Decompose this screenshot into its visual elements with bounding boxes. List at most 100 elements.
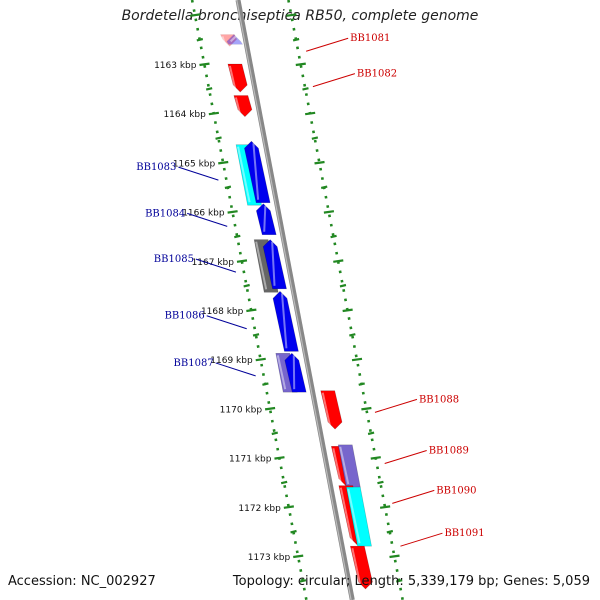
- minor-tick: [224, 185, 232, 190]
- major-tick: [361, 406, 372, 411]
- minor-tick: [292, 37, 300, 42]
- gene-shading: [339, 446, 350, 485]
- gene-label[interactable]: BB1089: [429, 446, 469, 457]
- gene-label[interactable]: BB1085: [154, 254, 194, 265]
- gene-block-blue: [255, 203, 277, 236]
- backbone-layer: [235, 0, 355, 600]
- major-tick: [295, 62, 306, 67]
- gene-shading: [332, 448, 342, 483]
- minor-tick: [311, 136, 319, 140]
- map-title: Bordetella bronchiseptica RB50, complete…: [121, 8, 479, 24]
- sequence-backbone-highlight: [236, 0, 352, 600]
- gene-shading: [347, 488, 361, 544]
- minor-tick: [358, 382, 365, 386]
- minor-tick: [339, 283, 347, 288]
- gene-block-red: [219, 34, 238, 47]
- major-tick: [274, 456, 285, 460]
- minor-tick: [299, 579, 307, 583]
- tick-label: 1167 kbp: [192, 258, 235, 268]
- minor-tick: [280, 480, 288, 485]
- major-tick: [227, 210, 238, 214]
- major-tick: [264, 406, 276, 411]
- minor-tick: [367, 431, 375, 436]
- gene-block-red: [233, 95, 253, 118]
- major-tick: [286, 13, 297, 17]
- gene-label-leader: [384, 450, 427, 464]
- gene-shading: [229, 35, 237, 43]
- gene-label-leader: [400, 532, 443, 547]
- tick-label: 1170 kbp: [220, 405, 263, 415]
- major-tick: [255, 357, 266, 362]
- minor-tick: [395, 579, 403, 583]
- minor-tick: [290, 529, 297, 534]
- gene-label[interactable]: BB1083: [136, 162, 176, 173]
- minor-tick: [330, 234, 337, 239]
- gene-block-blue: [272, 290, 299, 352]
- gene-label-leader: [392, 489, 435, 504]
- gene-label-leader: [195, 258, 237, 273]
- tick-label-layer: 1163 kbp 1164 kbp 1165 kbp 1166 kbp 1167 kbp…: [154, 61, 290, 563]
- gene-shading: [321, 392, 332, 427]
- gene-label-leader: [374, 398, 418, 413]
- gene-label-leader: [306, 37, 349, 52]
- tick-label: 1165 kbp: [173, 159, 216, 169]
- gene-label[interactable]: BB1090: [436, 485, 476, 496]
- ruler-layer: [189, 0, 404, 600]
- gene-shading: [339, 487, 354, 542]
- gene-block-blue: [226, 34, 244, 45]
- gene-block-blue: [244, 140, 271, 204]
- gene-block-blue: [262, 239, 287, 290]
- gene-label[interactable]: BB1088: [419, 394, 459, 405]
- minor-tick: [349, 333, 356, 337]
- tick-label: 1166 kbp: [182, 209, 225, 219]
- gene-label-leader: [312, 73, 356, 88]
- gene-label[interactable]: BB1091: [444, 528, 484, 539]
- gene-shading: [237, 146, 251, 203]
- gene-block-red: [320, 390, 343, 430]
- major-tick: [351, 357, 363, 362]
- major-tick: [218, 160, 229, 165]
- major-tick: [323, 210, 335, 214]
- major-tick: [305, 111, 316, 116]
- gene-label-layer: BB1081 BB1082 BB1083 BB1084 BB1085 BB1086 BB10…: [136, 33, 485, 547]
- gene-block-red: [349, 545, 373, 590]
- major-tick: [342, 308, 353, 313]
- right-ruler-line: [287, 0, 404, 600]
- minor-tick: [205, 87, 213, 91]
- major-tick: [389, 554, 400, 559]
- major-tick: [199, 62, 210, 67]
- gene-label[interactable]: BB1084: [145, 208, 185, 219]
- minor-tick: [377, 480, 384, 485]
- gene-shading: [234, 97, 241, 114]
- tick-label: 1164 kbp: [163, 110, 206, 120]
- accession-text: Accession: NC_002927: [8, 574, 156, 589]
- gene-label-leader: [187, 212, 228, 227]
- gene-label[interactable]: BB1087: [174, 358, 214, 369]
- minor-tick: [234, 234, 241, 239]
- major-tick: [379, 505, 391, 509]
- gene-label-leader: [206, 315, 247, 330]
- gene-label-leader: [215, 362, 256, 377]
- tick-label: 1171 kbp: [229, 455, 272, 465]
- gene-label[interactable]: BB1082: [357, 69, 397, 80]
- major-tick: [293, 554, 304, 559]
- tick-label: 1169 kbp: [210, 356, 253, 366]
- gene-shading: [255, 241, 268, 290]
- tick-label: 1163 kbp: [154, 61, 197, 71]
- minor-tick: [271, 431, 279, 436]
- tick-label: 1173 kbp: [248, 553, 291, 563]
- minor-tick: [252, 333, 260, 337]
- minor-tick: [302, 87, 309, 91]
- tick-label: 1172 kbp: [238, 504, 281, 514]
- gene-label[interactable]: BB1086: [165, 311, 205, 322]
- major-tick: [208, 111, 220, 116]
- gene-shading: [228, 65, 237, 90]
- gene-shading: [280, 293, 288, 349]
- major-tick: [246, 308, 257, 313]
- gene-shading: [252, 143, 260, 200]
- minor-tick: [243, 283, 250, 288]
- gene-label[interactable]: BB1081: [350, 33, 390, 44]
- minor-tick: [262, 382, 269, 386]
- left-ruler-line: [190, 0, 308, 600]
